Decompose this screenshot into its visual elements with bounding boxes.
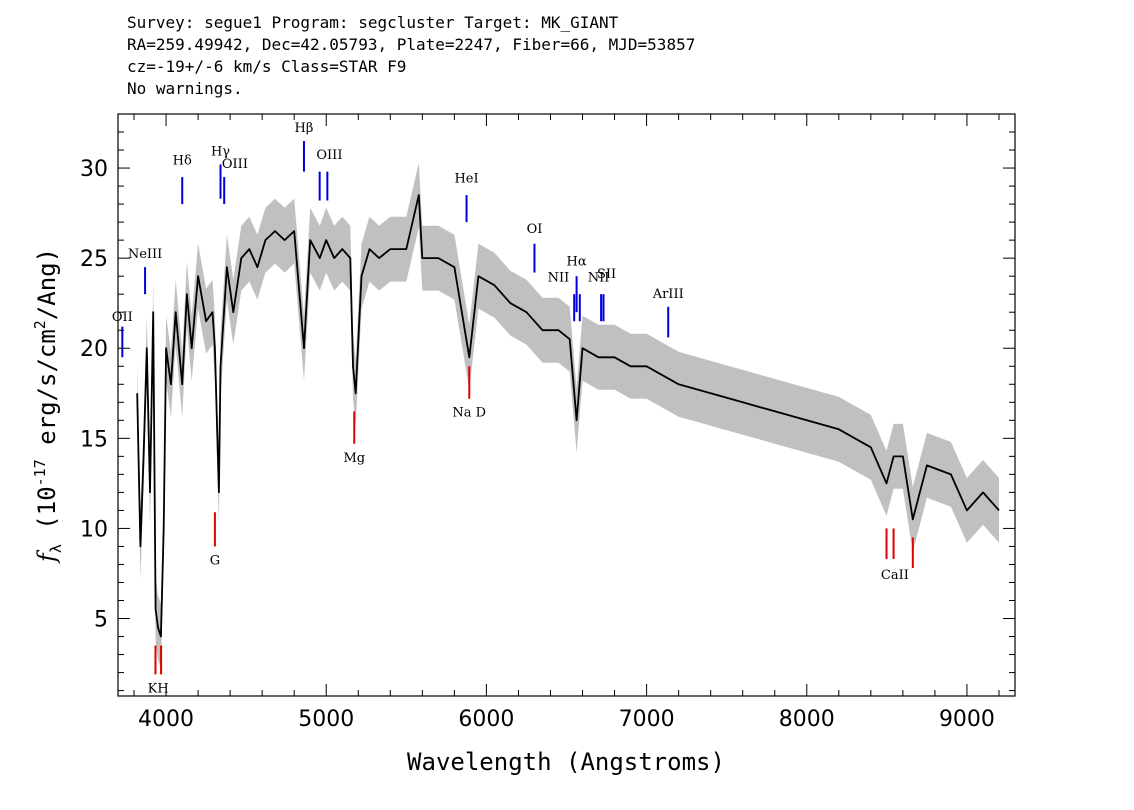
y-axis-title: fλ (10-17 erg/s/cm2/Ang) [31,248,65,564]
spectral-line-label: Hδ [173,153,192,168]
error-band [137,162,999,669]
spectrum-series [136,194,1000,638]
spectral-line-markers [121,141,914,675]
x-axis-title: Wavelength (Angstroms) [407,748,725,776]
x-tick-label: 9000 [939,707,995,732]
spectral-line-label: G [210,553,220,568]
x-tick-label: 6000 [458,707,514,732]
error-band-area [137,162,999,669]
spectrum-header: Survey: segue1 Program: segcluster Targe… [127,12,695,100]
axis-ticks [118,113,1015,696]
spectral-line-label: SII [597,267,616,282]
x-tick-label: 4000 [138,707,194,732]
spectral-line-label: Hβ [295,121,314,136]
spectral-line-label: OIII [222,157,248,172]
spectral-line-label: KH [148,681,169,696]
y-tick-label: 25 [80,247,108,272]
y-tick-label: 30 [80,157,108,182]
y-tick-label: 15 [80,427,108,452]
spectrum-line [136,194,1000,638]
x-tick-label: 7000 [619,707,675,732]
header-survey-line: Survey: segue1 Program: segcluster Targe… [127,13,619,32]
spectral-line-label: Na D [452,406,486,421]
header-warnings-line: No warnings. [127,79,243,98]
spectral-line-label: NII [548,271,570,286]
x-tick-label: 8000 [779,707,835,732]
spectral-line-label: NII [588,271,610,286]
y-tick-label: 10 [80,517,108,542]
y-tick-label: 5 [94,608,108,633]
spectral-line-label: Hγ [211,144,230,159]
header-coordinates-line: RA=259.49942, Dec=42.05793, Plate=2247, … [127,35,696,54]
spectral-line-label: OIII [316,148,342,163]
axis-tick-labels: 4000 5000 6000 7000 8000 9000 5 10 15 20 25 30 [80,157,995,732]
x-tick-label: 5000 [298,707,354,732]
spectral-line-label: ArIII [652,287,684,302]
y-tick-label: 20 [80,337,108,362]
spectral-line-label: NeIII [128,247,162,262]
spectral-line-label: OII [112,310,133,325]
spectral-line-label: OI [527,222,543,237]
spectral-line-label: Hα [567,254,587,269]
spectral-line-label: Mg [343,451,365,466]
spectral-line-label: HeI [454,171,478,186]
y-axis-title-group: fλ (10-17 erg/s/cm2/Ang) [31,248,65,564]
spectral-line-label: CaII [881,568,909,583]
plot-frame [117,113,1016,697]
header-redshift-class-line: cz=-19+/-6 km/s Class=STAR F9 [127,57,407,76]
